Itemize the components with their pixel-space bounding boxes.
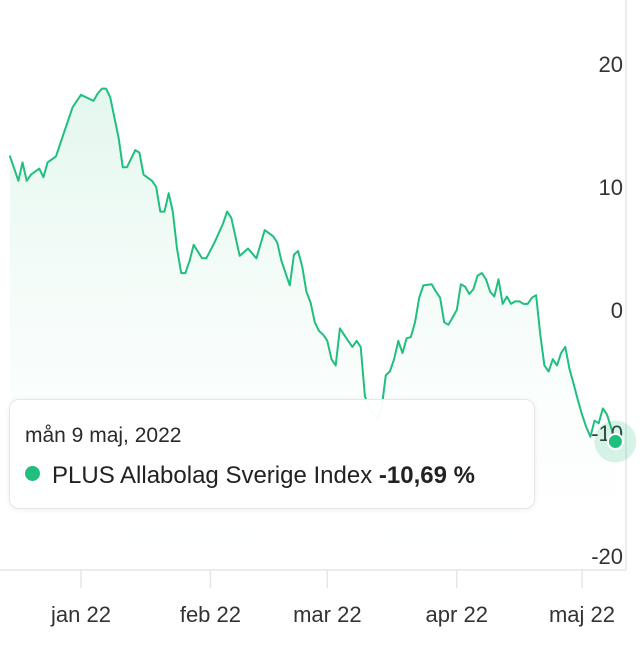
x-tick-label: jan 22 <box>50 602 111 627</box>
x-tick-label: mar 22 <box>293 602 361 627</box>
x-tick-label: feb 22 <box>180 602 241 627</box>
highlight-layer <box>594 420 637 463</box>
x-tick-label: maj 22 <box>549 602 615 627</box>
highlight-point <box>606 432 624 450</box>
tooltip-series-row: PLUS Allabolag Sverige Index -10,69 % <box>25 462 475 490</box>
tooltip-date: mån 9 maj, 2022 <box>25 424 182 447</box>
y-tick-label: -20 <box>591 544 623 569</box>
x-tick-label: apr 22 <box>426 602 488 627</box>
y-tick-label: 10 <box>599 175 623 200</box>
y-tick-label: 0 <box>611 298 623 323</box>
tooltip-series-name: PLUS Allabolag Sverige Index <box>52 462 373 489</box>
series-line <box>9 87 617 443</box>
tooltip: mån 9 maj, 2022 PLUS Allabolag Sverige I… <box>9 399 535 509</box>
tooltip-value: -10,69 % <box>378 462 475 489</box>
y-tick-label: 20 <box>599 52 623 77</box>
x-tick-labels: jan 22 feb 22 mar 22 apr 22 maj 22 <box>50 570 615 627</box>
series-color-dot <box>25 466 40 481</box>
axes <box>0 0 627 571</box>
